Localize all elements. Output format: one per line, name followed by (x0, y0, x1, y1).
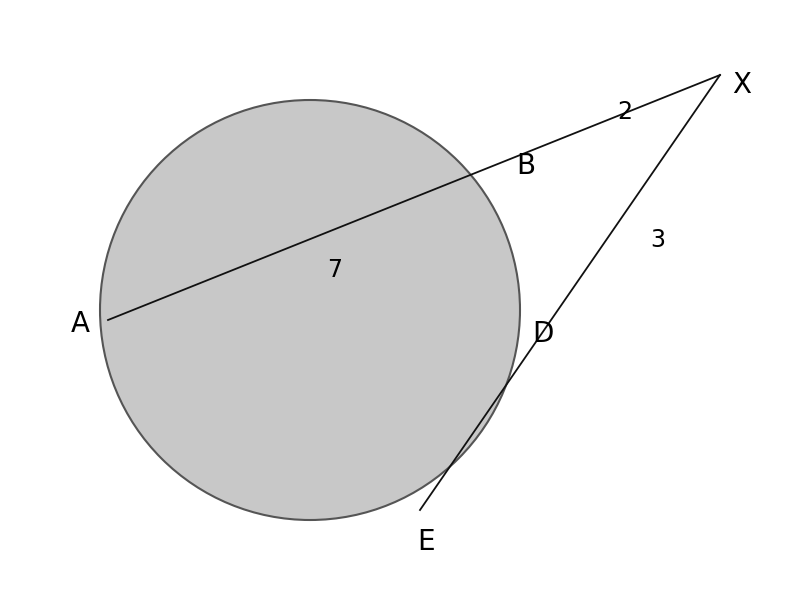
Text: D: D (533, 320, 554, 347)
Text: 7: 7 (327, 258, 342, 282)
Text: 2: 2 (618, 100, 633, 124)
Text: E: E (417, 528, 435, 556)
Text: X: X (732, 71, 751, 100)
Text: B: B (516, 152, 535, 181)
Text: A: A (71, 310, 90, 338)
Text: 3: 3 (650, 228, 666, 252)
Circle shape (100, 100, 520, 520)
